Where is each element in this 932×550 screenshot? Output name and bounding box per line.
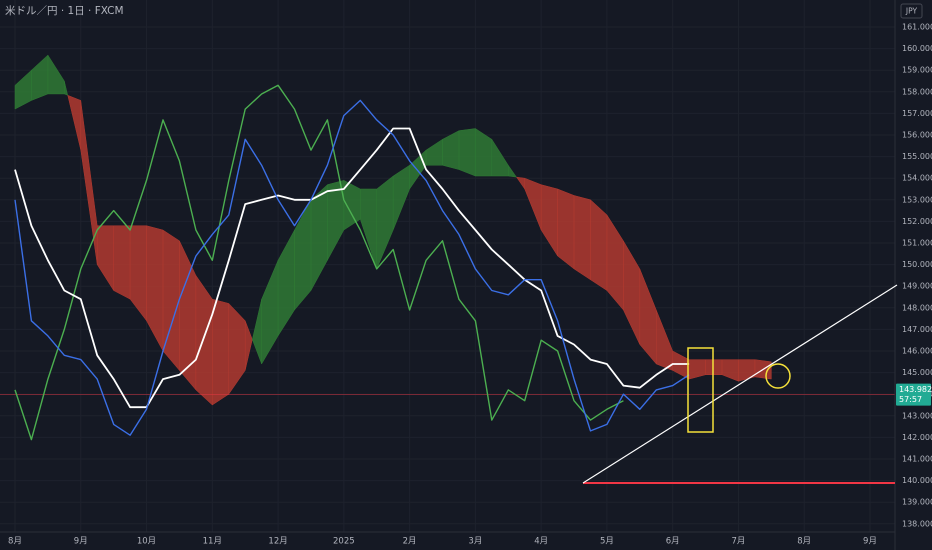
cloud-segment: [310, 184, 328, 291]
x-tick-label: 4月: [534, 537, 548, 547]
cloud-segment: [442, 130, 460, 170]
cloud-segment: [277, 229, 295, 337]
cloud-segment: [129, 225, 147, 322]
cloud-segment: [96, 225, 114, 292]
cloud-segment: [540, 184, 558, 257]
cloud-segment: [573, 195, 591, 281]
y-tick-label: 140.000: [902, 476, 932, 485]
y-tick-label: 155.000: [902, 152, 932, 161]
y-tick-label: 146.000: [902, 346, 932, 355]
cloud-segment: [47, 54, 65, 95]
cloud-segment: [491, 138, 509, 177]
cloud-segment: [557, 188, 575, 270]
x-tick-label: 8月: [8, 537, 22, 547]
x-tick-label: 8月: [797, 537, 811, 547]
x-tick-label: 2025: [333, 537, 355, 547]
last-price-box: [896, 383, 931, 406]
cloud-segment: [31, 54, 49, 101]
y-tick-label: 160.000: [902, 44, 932, 53]
highlight-circle: [765, 363, 791, 389]
cloud-segment: [688, 359, 706, 380]
cloud-segment: [113, 225, 131, 300]
x-tick-label: 9月: [863, 537, 877, 547]
indicator-line: [14, 127, 690, 409]
y-tick-label: 150.000: [902, 260, 932, 269]
cloud-segment: [672, 350, 690, 380]
cloud-segment: [162, 229, 180, 372]
cloud-segment: [606, 214, 624, 311]
cloud-segment: [212, 298, 229, 406]
cloud-segment: [146, 225, 164, 352]
x-tick-label: 2月: [403, 537, 417, 547]
cloud-segment: [252, 299, 262, 365]
x-tick-label: 12月: [268, 537, 287, 547]
indicator-line: [14, 99, 690, 436]
y-tick-label: 158.000: [902, 87, 932, 96]
y-tick-label: 145.000: [902, 368, 932, 377]
last-price-label: 143.982: [899, 385, 932, 394]
chart-title: 米ドル／円 · 1日 · FXCM: [5, 4, 124, 17]
y-tick-label: 142.000: [902, 433, 932, 442]
cloud-segment: [14, 69, 32, 110]
y-tick-label: 152.000: [902, 217, 932, 226]
cloud-segment: [639, 268, 657, 365]
y-tick-label: 153.000: [902, 195, 932, 204]
cloud-segment: [721, 359, 739, 382]
cloud-segment: [67, 94, 82, 151]
cloud-segment: [228, 302, 246, 395]
cloud-segment: [327, 180, 345, 261]
cloud-segment: [244, 320, 253, 371]
cloud-segment: [392, 164, 410, 231]
highlight-box: [687, 347, 714, 433]
y-tick-label: 161.000: [902, 22, 932, 31]
y-tick-label: 147.000: [902, 325, 932, 334]
x-tick-label: 7月: [732, 537, 746, 547]
countdown-label: 57:57: [899, 395, 922, 404]
cloud-segment: [656, 309, 673, 371]
y-tick-label: 159.000: [902, 66, 932, 75]
y-tick-label: 139.000: [902, 498, 932, 507]
currency-label[interactable]: JPY: [905, 7, 918, 16]
x-tick-label: 6月: [666, 537, 680, 547]
cloud-segment: [738, 359, 756, 382]
cloud-segment: [425, 138, 443, 166]
x-tick-label: 9月: [74, 537, 88, 547]
y-tick-label: 143.000: [902, 411, 932, 420]
cloud-segment: [294, 199, 312, 311]
x-tick-label: 10月: [137, 537, 156, 547]
y-tick-label: 138.000: [902, 519, 932, 528]
indicator-line: [14, 84, 624, 441]
cloud-segment: [524, 177, 542, 231]
annotations: [582, 284, 898, 484]
cloud-segment: [515, 176, 525, 190]
y-tick-label: 151.000: [902, 238, 932, 247]
cloud-segment: [261, 260, 279, 365]
cloud-segment: [475, 128, 493, 177]
plot-area: [0, 54, 895, 441]
x-tick-label: 11月: [203, 537, 222, 547]
x-tick-label: 3月: [468, 537, 482, 547]
y-tick-label: 148.000: [902, 303, 932, 312]
cloud-segment: [508, 164, 518, 178]
cloud-segment: [64, 80, 69, 96]
y-tick-label: 141.000: [902, 454, 932, 463]
y-tick-label: 154.000: [902, 174, 932, 183]
cloud-segment: [590, 199, 608, 291]
cloud-segment: [458, 128, 476, 177]
x-tick-label: 5月: [600, 537, 614, 547]
cloud-segment: [705, 359, 723, 376]
y-tick-label: 156.000: [902, 130, 932, 139]
cloud-segment: [376, 175, 394, 270]
cloud-segment: [360, 188, 377, 269]
cloud-segment: [195, 274, 213, 406]
y-tick-label: 149.000: [902, 282, 932, 291]
currency-box[interactable]: [900, 3, 923, 19]
cloud-segment: [80, 100, 98, 265]
y-tick-label: 157.000: [902, 109, 932, 118]
trend-line: [582, 284, 898, 484]
